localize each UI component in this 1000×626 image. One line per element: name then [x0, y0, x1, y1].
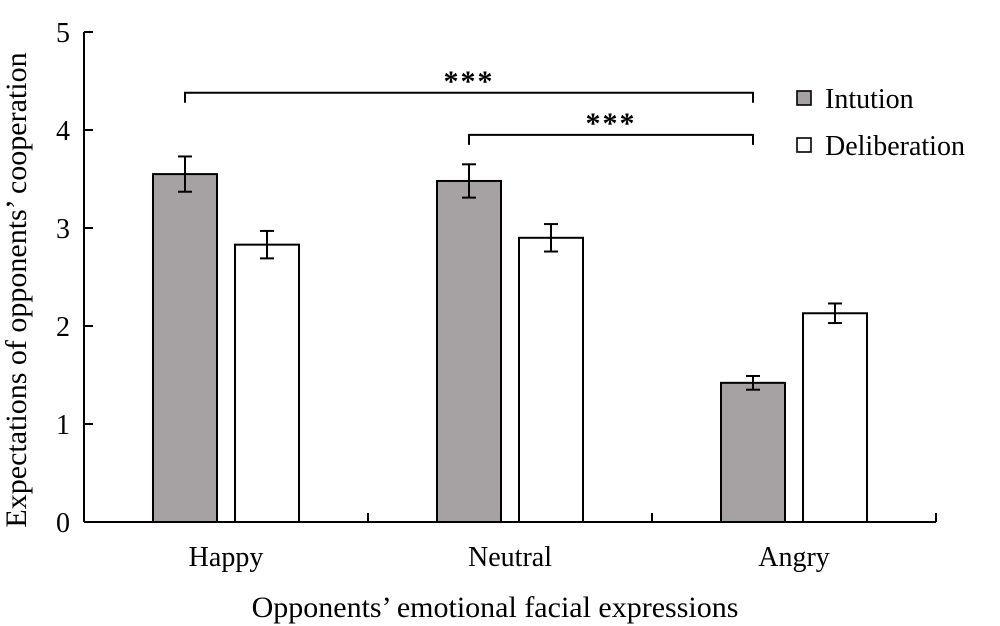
- significance-annotations: *** ***: [184, 65, 754, 145]
- y-tick-label: 5: [56, 18, 70, 49]
- legend-swatch: [796, 137, 812, 153]
- significance-label: ***: [586, 107, 637, 140]
- y-tick-label: 4: [56, 116, 70, 147]
- bar-deliberation-neutral: [518, 236, 584, 524]
- bars: [152, 173, 868, 524]
- bar-intution-happy: [152, 173, 218, 523]
- bar-deliberation-angry: [802, 312, 868, 524]
- legend-swatch: [796, 90, 812, 106]
- significance-label: ***: [444, 65, 495, 98]
- legend-label: Deliberation: [825, 131, 965, 162]
- bar-intution-neutral: [436, 179, 502, 524]
- significance-bracket: [468, 133, 754, 145]
- x-tick-label: Angry: [758, 542, 830, 573]
- x-tick-label: Happy: [189, 542, 264, 573]
- significance-bracket: [184, 91, 754, 103]
- legend-label: Intution: [825, 84, 914, 115]
- y-tick-label: 2: [56, 312, 70, 343]
- x-tick-label: Neutral: [468, 542, 552, 573]
- y-tick-label: 3: [56, 214, 70, 245]
- x-axis-title: Opponents’ emotional facial expressions: [252, 591, 739, 624]
- y-tick-label: 0: [56, 508, 70, 539]
- y-axis-title: Expectations of opponents’ cooperation: [0, 52, 33, 527]
- legend: Intution Deliberation: [796, 84, 965, 162]
- axes: 0 1 2 3 4 5 Happy Neutral Angry: [56, 18, 937, 573]
- bar-intution-angry: [720, 381, 786, 523]
- y-tick-label: 1: [56, 410, 70, 441]
- bar-deliberation-happy: [234, 243, 300, 523]
- error-bars: [178, 155, 842, 391]
